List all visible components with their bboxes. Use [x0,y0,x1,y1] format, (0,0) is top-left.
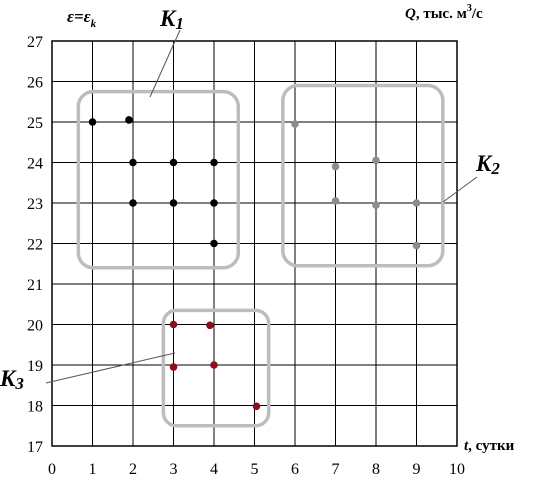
leader-line-k2 [442,176,478,203]
leader-line-k3 [45,352,176,384]
y-tick-label: 24 [27,156,43,173]
y-axis-label-right: Q, тыс. м3/с [405,3,483,22]
data-points [88,116,421,411]
y-axis-label: ε=εk [67,7,97,30]
y-tick-label: 27 [27,34,43,51]
data-point-k1 [169,199,178,207]
y-tick-label: 22 [27,237,43,254]
grid [51,40,458,447]
x-tick-label: 0 [48,461,56,478]
data-point-k1 [88,118,97,126]
cluster-label-k1: K1 [159,6,184,33]
x-tick-label: 6 [291,461,299,478]
x-tick-label: 9 [413,461,421,478]
y-tick-label: 21 [27,277,43,294]
y-tick-label: 23 [27,196,43,213]
data-point-k2 [372,156,380,165]
data-point-k2 [372,201,380,209]
data-point-k3 [169,363,178,371]
data-point-k1 [210,158,218,167]
x-tick-label: 2 [129,461,137,478]
plot-frame [51,40,458,447]
plot-border [51,40,458,447]
x-tick-label: 1 [89,461,97,478]
y-tick-label: 25 [27,115,43,132]
x-tick-label: 3 [170,461,178,478]
y-tick-label: 18 [27,399,43,416]
data-point-k3 [169,320,178,329]
leader-line-k1 [149,29,181,98]
cluster-label-k2: K2 [475,151,500,178]
y-tick-label: 20 [27,318,43,335]
data-point-k2 [331,197,340,205]
data-point-k1 [129,199,137,207]
data-point-k1 [210,199,218,207]
x-tick-label: 5 [251,461,259,478]
data-point-k3 [210,361,218,369]
data-point-k2 [291,120,299,128]
data-point-k3 [252,402,261,411]
y-tick-label: 26 [27,75,43,92]
x-tick-label: 8 [372,461,380,478]
cluster-box-k3 [161,308,271,428]
cluster-box-k1 [76,89,241,270]
cluster-boxes [76,83,445,428]
data-point-k1 [129,158,137,167]
cluster-box-k2 [281,83,445,268]
data-point-k1 [210,239,218,248]
data-point-k1 [169,158,178,167]
x-tick-label: 10 [449,461,465,478]
data-point-k1 [125,116,133,124]
y-tick-label: 17 [27,439,43,456]
data-point-k2 [331,162,340,171]
x-tick-label: 7 [332,461,340,478]
data-point-k2 [412,241,421,250]
data-point-k2 [412,199,421,207]
cluster-label-k3: K3 [0,366,24,393]
x-tick-label: 4 [210,461,218,478]
y-tick-label: 19 [27,358,43,375]
data-point-k3 [206,321,214,330]
x-axis-label: t, сутки [464,438,515,454]
